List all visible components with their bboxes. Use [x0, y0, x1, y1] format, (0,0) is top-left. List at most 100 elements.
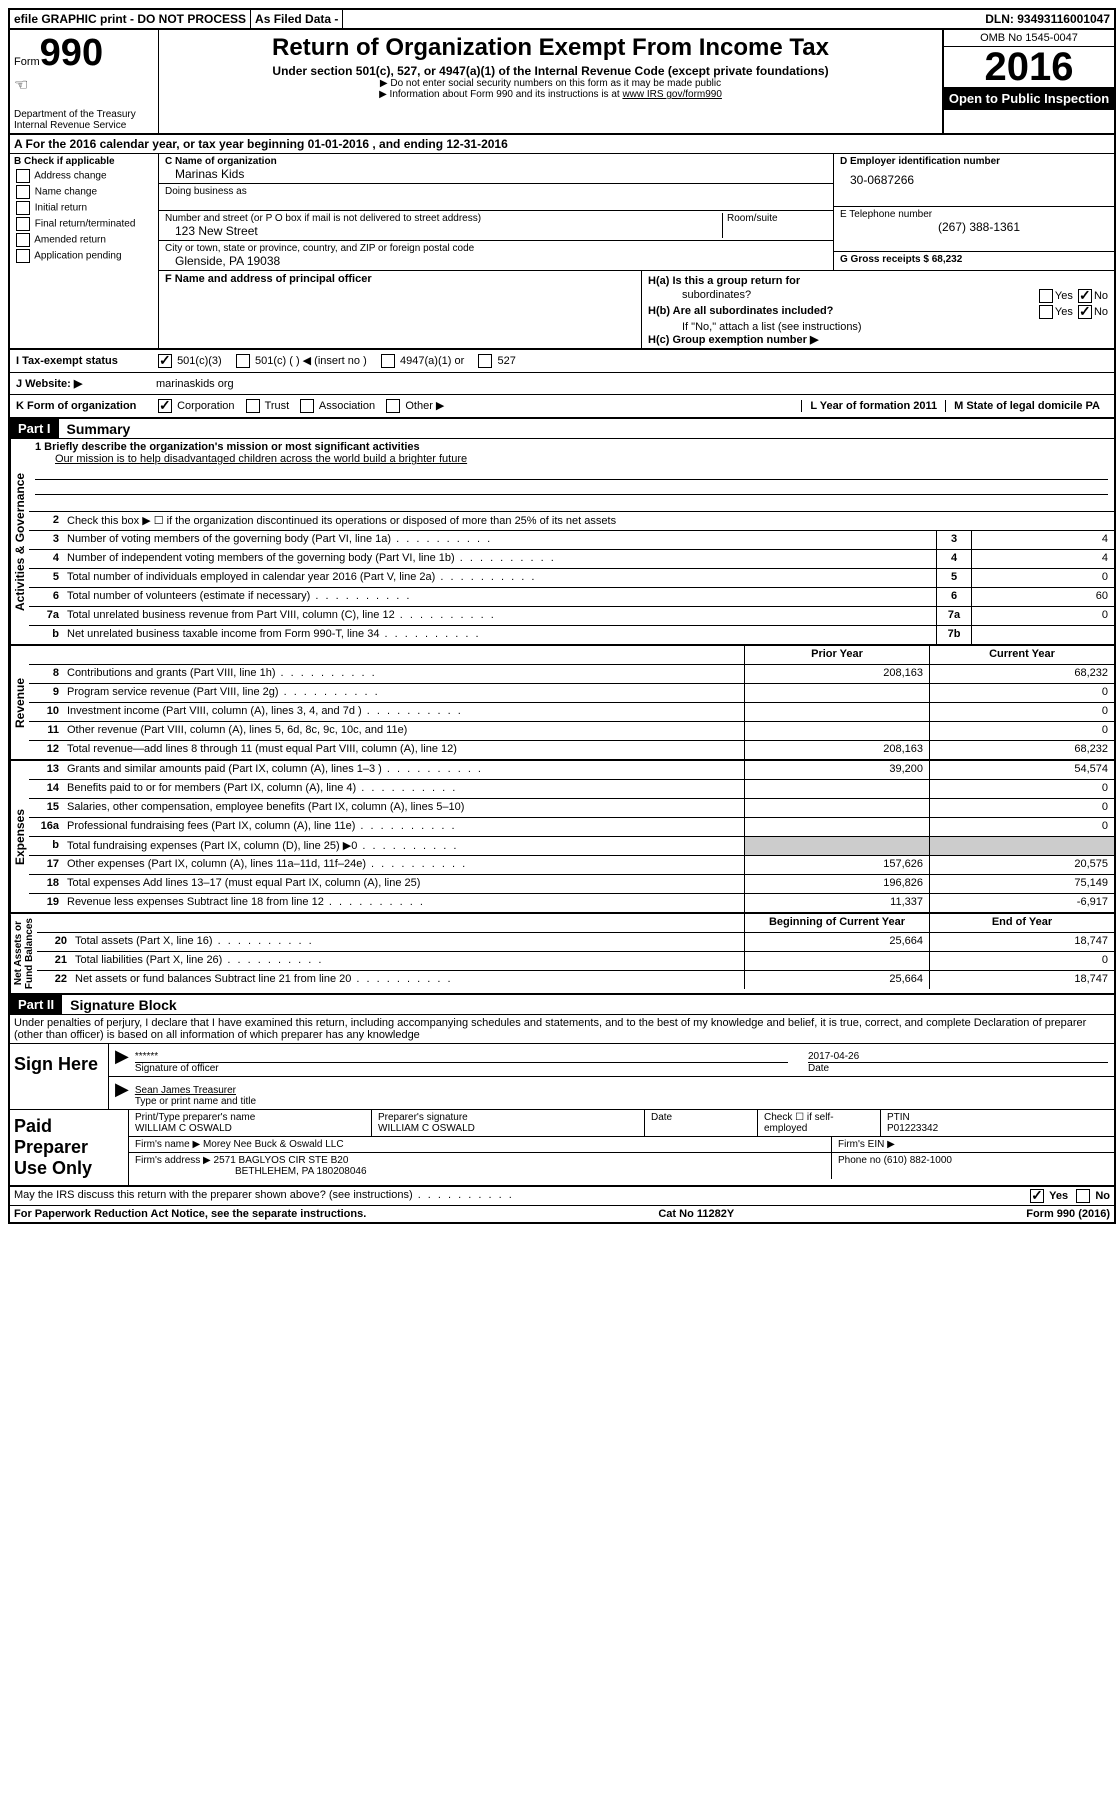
- firm-name-label: Firm's name ▶: [135, 1139, 200, 1150]
- cb-trust[interactable]: [246, 399, 260, 413]
- cb-amended: Amended return: [34, 235, 106, 246]
- summary-line: 17 Other expenses (Part IX, column (A), …: [29, 856, 1114, 875]
- dln: DLN: 93493116001047: [981, 10, 1114, 28]
- summary-line: 3 Number of voting members of the govern…: [29, 531, 1114, 550]
- checkbox[interactable]: [1039, 305, 1053, 319]
- summary-line: 15 Salaries, other compensation, employe…: [29, 799, 1114, 818]
- status-row: I Tax-exempt status 501(c)(3) 501(c) ( )…: [10, 350, 1114, 373]
- checkbox-no[interactable]: [1078, 305, 1092, 319]
- cb-other[interactable]: [386, 399, 400, 413]
- part2-header-row: Part II Signature Block: [10, 995, 1114, 1015]
- form-990-container: efile GRAPHIC print - DO NOT PROCESS As …: [8, 8, 1116, 1224]
- cat-no: Cat No 11282Y: [658, 1208, 734, 1220]
- form-title: Return of Organization Exempt From Incom…: [165, 34, 936, 62]
- ptin-label: PTIN: [887, 1112, 1108, 1123]
- addr-label: Number and street (or P O box if mail is…: [165, 213, 722, 224]
- col-b: B Check if applicable Address change Nam…: [10, 154, 159, 348]
- checkbox[interactable]: [16, 185, 30, 199]
- summary-line: 12 Total revenue—add lines 8 through 11 …: [29, 741, 1114, 759]
- summary-line: 18 Total expenses Add lines 13–17 (must …: [29, 875, 1114, 894]
- summary-line: 11 Other revenue (Part VIII, column (A),…: [29, 722, 1114, 741]
- cb-addr-change: Address change: [34, 171, 106, 182]
- dept-treasury: Department of the Treasury: [14, 109, 154, 120]
- header-row: Form990 ☜ Department of the Treasury Int…: [10, 30, 1114, 135]
- line2: Check this box ▶ ☐ if the organization d…: [63, 512, 1114, 530]
- col-b-title: B Check if applicable: [14, 156, 154, 167]
- col-c: C Name of organization Marinas Kids Doin…: [159, 154, 834, 270]
- firm-name: Morey Nee Buck & Oswald LLC: [203, 1139, 344, 1150]
- officer-label: F Name and address of principal officer: [165, 273, 372, 285]
- open-public: Open to Public Inspection: [944, 87, 1114, 110]
- firm-ein-label: Firm's EIN ▶: [832, 1137, 1114, 1152]
- begin-year-header: Beginning of Current Year: [744, 914, 929, 932]
- website-label: J Website: ▶: [16, 378, 82, 390]
- part2-title: Signature Block: [62, 997, 177, 1013]
- form-number: 990: [40, 32, 103, 74]
- status-label: I Tax-exempt status: [16, 355, 118, 367]
- org-name: Marinas Kids: [165, 167, 827, 181]
- note-info: ▶ Information about Form 990 and its ins…: [379, 89, 622, 100]
- ptin-value: P01223342: [887, 1123, 1108, 1134]
- summary-line: 10 Investment income (Part VIII, column …: [29, 703, 1114, 722]
- vert-assets: Net Assets orFund Balances: [10, 914, 37, 993]
- col-f: F Name and address of principal officer: [159, 271, 642, 348]
- prep-date-label: Date: [645, 1110, 758, 1136]
- header-center: Return of Organization Exempt From Incom…: [159, 30, 942, 133]
- cb-assoc[interactable]: [300, 399, 314, 413]
- org-name-label: C Name of organization: [165, 156, 277, 167]
- website-row: J Website: ▶ marinaskids org: [10, 373, 1114, 395]
- col-d: D Employer identification number 30-0687…: [834, 154, 1114, 270]
- cb-name-change: Name change: [35, 187, 97, 198]
- prep-name-label: Print/Type preparer's name: [135, 1112, 365, 1123]
- col-h: H(a) Is this a group return for subordin…: [642, 271, 1114, 348]
- discuss-no[interactable]: [1076, 1189, 1090, 1203]
- checkbox[interactable]: [1039, 289, 1053, 303]
- summary-line: 22 Net assets or fund balances Subtract …: [37, 971, 1114, 989]
- summary-line: 16a Professional fundraising fees (Part …: [29, 818, 1114, 837]
- checkbox[interactable]: [16, 233, 30, 247]
- prep-label: Paid Preparer Use Only: [10, 1110, 129, 1185]
- firm-addr-label: Firm's address ▶: [135, 1155, 211, 1166]
- section-a: A For the 2016 calendar year, or tax yea…: [10, 135, 1114, 154]
- summary-line: 5 Total number of individuals employed i…: [29, 569, 1114, 588]
- cb-501c[interactable]: [236, 354, 250, 368]
- ein-value: 30-0687266: [840, 173, 1108, 187]
- summary-line: 7a Total unrelated business revenue from…: [29, 607, 1114, 626]
- info-grid: B Check if applicable Address change Nam…: [10, 154, 1114, 350]
- checkbox[interactable]: [16, 201, 30, 215]
- cb-pending: Application pending: [34, 251, 121, 262]
- ha2-label: subordinates?: [648, 289, 751, 303]
- checkbox[interactable]: [16, 169, 30, 183]
- vert-revenue: Revenue: [10, 646, 29, 759]
- cb-527[interactable]: [478, 354, 492, 368]
- current-year-header: Current Year: [929, 646, 1114, 664]
- cb-501c3[interactable]: [158, 354, 172, 368]
- hc-note: If "No," attach a list (see instructions…: [648, 321, 1108, 333]
- cb-corp[interactable]: [158, 399, 172, 413]
- firm-phone: Phone no (610) 882-1000: [832, 1153, 1114, 1179]
- ein-label: D Employer identification number: [840, 156, 1000, 167]
- checkbox[interactable]: [16, 249, 30, 263]
- city-value: Glenside, PA 19038: [165, 254, 827, 268]
- summary-line: 6 Total number of volunteers (estimate i…: [29, 588, 1114, 607]
- sig-stars: ******: [135, 1051, 788, 1062]
- row-fh: F Name and address of principal officer …: [159, 270, 1114, 348]
- summary-line: 13 Grants and similar amounts paid (Part…: [29, 761, 1114, 780]
- summary-line: 20 Total assets (Part X, line 16) 25,664…: [37, 933, 1114, 952]
- prior-year-header: Prior Year: [744, 646, 929, 664]
- efile-notice: efile GRAPHIC print - DO NOT PROCESS: [10, 10, 251, 28]
- cb-4947[interactable]: [381, 354, 395, 368]
- discuss-yes[interactable]: [1030, 1189, 1044, 1203]
- prep-name: WILLIAM C OSWALD: [135, 1123, 365, 1134]
- sign-here-label: Sign Here: [10, 1044, 109, 1109]
- tel-label: E Telephone number: [840, 209, 1108, 220]
- summary-line: b Total fundraising expenses (Part IX, c…: [29, 837, 1114, 856]
- checkbox-no[interactable]: [1078, 289, 1092, 303]
- year-formation: L Year of formation 2011: [810, 400, 937, 412]
- summary-line: 19 Revenue less expenses Subtract line 1…: [29, 894, 1114, 912]
- irs-link[interactable]: www IRS gov/form990: [622, 89, 721, 100]
- summary-line: 21 Total liabilities (Part X, line 26) 0: [37, 952, 1114, 971]
- cb-initial: Initial return: [35, 203, 87, 214]
- checkbox[interactable]: [16, 217, 30, 231]
- city-label: City or town, state or province, country…: [165, 243, 827, 254]
